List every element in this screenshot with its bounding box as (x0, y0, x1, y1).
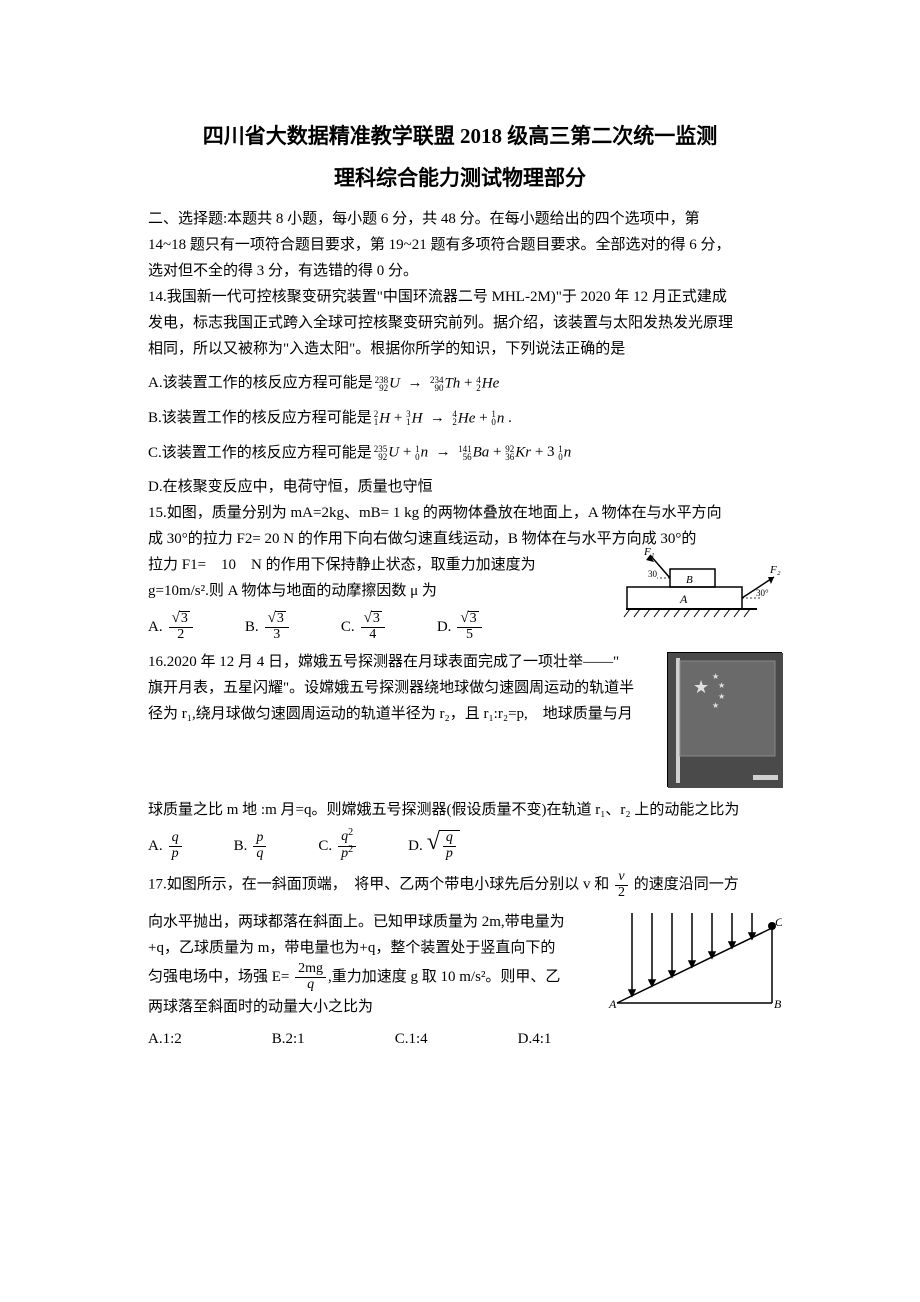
q14-optA-prefix: A.该装置工作的核反应方程可能是 (148, 371, 373, 395)
instruction-line-1: 二、选择题:本题共 8 小题，每小题 6 分，共 48 分。在每小题给出的四个选… (148, 207, 772, 231)
q17-options: A.1:2 B.2:1 C.1:4 D.4:1 (148, 1027, 772, 1051)
q16-line-1: 16.2020 年 12 月 4 日，嫦娥五号探测器在月球表面完成了一项壮举——… (148, 650, 642, 674)
q16-opt-c: C. q2p2 (318, 830, 358, 862)
q14-option-a: A.该装置工作的核反应方程可能是 23892U → 23490Th + 42He (148, 371, 772, 396)
q16-opt-d: D. √qp (408, 830, 460, 861)
q17-block: 17.如图所示，在一斜面顶端， 将甲、乙两个带电小球先后分别以 v 和 v2 的… (148, 870, 772, 1051)
q14-line-1: 14.我国新一代可控核聚变研究装置"中国环流器二号 MHL-2M)"于 2020… (148, 285, 772, 309)
q17-opt-b: B.2:1 (272, 1027, 305, 1051)
nuclear-eq-c: 23592U + 10n → 14156Ba + 9236Kr + 3 10n (374, 440, 572, 465)
instruction-line-2: 14~18 题只有一项符合题目要求，第 19~21 题有多项符合题目要求。全部选… (148, 233, 772, 257)
svg-text:F₂: F₂ (769, 564, 781, 576)
q15-opt-c: C. √34 (341, 611, 387, 642)
q16-opt-b: B. pq (234, 831, 269, 861)
q17-figure: A B C (607, 908, 782, 1018)
svg-text:B: B (774, 997, 782, 1011)
nuclear-eq-a: 23892U → 23490Th + 42He (375, 371, 500, 396)
q17-opt-d: D.4:1 (518, 1027, 552, 1051)
instruction-line-3: 选对但不全的得 3 分，有选错的得 0 分。 (148, 259, 772, 283)
q16-line-4: 球质量之比 m 地 :m 月=q。则嫦娥五号探测器(假设质量不变)在轨道 r₁、… (148, 798, 772, 822)
svg-text:B: B (686, 574, 693, 586)
nuclear-eq-b: 21H + 31H → 42He + 10n . (374, 406, 512, 431)
q16-opt-a: A. qp (148, 831, 184, 861)
q16-figure-flag: ★ ★ ★ ★ ★ (667, 652, 782, 787)
q15-line-3: 拉力 F1= 10 N 的作用下保持静止状态，取重力加速度为 (148, 553, 592, 577)
svg-text:★: ★ (718, 692, 725, 701)
q14-option-d: D.在核聚变反应中，电荷守恒，质量也守恒 (148, 475, 772, 499)
svg-text:30°: 30° (756, 588, 769, 598)
svg-text:★: ★ (718, 681, 725, 690)
svg-text:★: ★ (712, 701, 719, 710)
svg-text:★: ★ (712, 672, 719, 681)
svg-text:A: A (679, 592, 688, 606)
q15-opt-d: D. √35 (437, 611, 484, 642)
q17-opt-a: A.1:2 (148, 1027, 182, 1051)
q17-line-3: +q，乙球质量为 m，带电量也为+q，整个装置处于竖直向下的 (148, 936, 582, 960)
q14-optB-prefix: B.该装置工作的核反应方程可能是 (148, 406, 372, 430)
svg-text:30: 30 (648, 569, 658, 579)
q15-figure: F₁ F₂ 30 30° A B (612, 547, 782, 627)
svg-text:A: A (608, 997, 617, 1011)
q16-line-3: 径为 r₁,绕月球做匀速圆周运动的轨道半径为 r₂，且 r₁:r₂=p, 地球质… (148, 702, 642, 726)
svg-text:★: ★ (693, 677, 709, 697)
q17-line-4: 匀强电场中，场强 E= 2mgq ,重力加速度 g 取 10 m/s²。则甲、乙 (148, 962, 582, 992)
q16-options: A. qp B. pq C. q2p2 D. √qp (148, 830, 772, 862)
svg-text:C: C (775, 915, 782, 929)
q15-opt-b: B. √33 (245, 611, 291, 642)
q14-option-b: B.该装置工作的核反应方程可能是 21H + 31H → 42He + 10n … (148, 406, 772, 431)
title-sub: 理科综合能力测试物理部分 (148, 162, 772, 196)
q17-line-2: 向水平抛出，两球都落在斜面上。已知甲球质量为 2m,带电量为 (148, 910, 582, 934)
q14-optC-prefix: C.该装置工作的核反应方程可能是 (148, 441, 372, 465)
svg-text:F₁: F₁ (643, 547, 655, 558)
q15-line-4: g=10m/s².则 A 物体与地面的动摩擦因数 μ 为 (148, 579, 592, 603)
q17-line-1: 17.如图所示，在一斜面顶端， 将甲、乙两个带电小球先后分别以 v 和 v2 的… (148, 870, 772, 900)
q15-opt-a: A. √32 (148, 611, 195, 642)
q14-line-3: 相同，所以又被称为"入造太阳"。根据你所学的知识，下列说法正确的是 (148, 337, 772, 361)
q17-opt-c: C.1:4 (395, 1027, 428, 1051)
q14-option-c: C.该装置工作的核反应方程可能是 23592U + 10n → 14156Ba … (148, 440, 772, 465)
q16-block: 16.2020 年 12 月 4 日，嫦娥五号探测器在月球表面完成了一项壮举——… (148, 650, 772, 862)
q15-line-1: 15.如图，质量分别为 mA=2kg、mB= 1 kg 的两物体叠放在地面上，A… (148, 501, 772, 525)
q15-block: 15.如图，质量分别为 mA=2kg、mB= 1 kg 的两物体叠放在地面上，A… (148, 501, 772, 642)
q16-line-2: 旗开月表，五星闪耀"。设嫦娥五号探测器绕地球做匀速圆周运动的轨道半 (148, 676, 642, 700)
q14-line-2: 发电，标志我国正式跨入全球可控核聚变研究前列。据介绍，该装置与太阳发热发光原理 (148, 311, 772, 335)
title-main: 四川省大数据精准教学联盟 2018 级高三第二次统一监测 (148, 120, 772, 154)
